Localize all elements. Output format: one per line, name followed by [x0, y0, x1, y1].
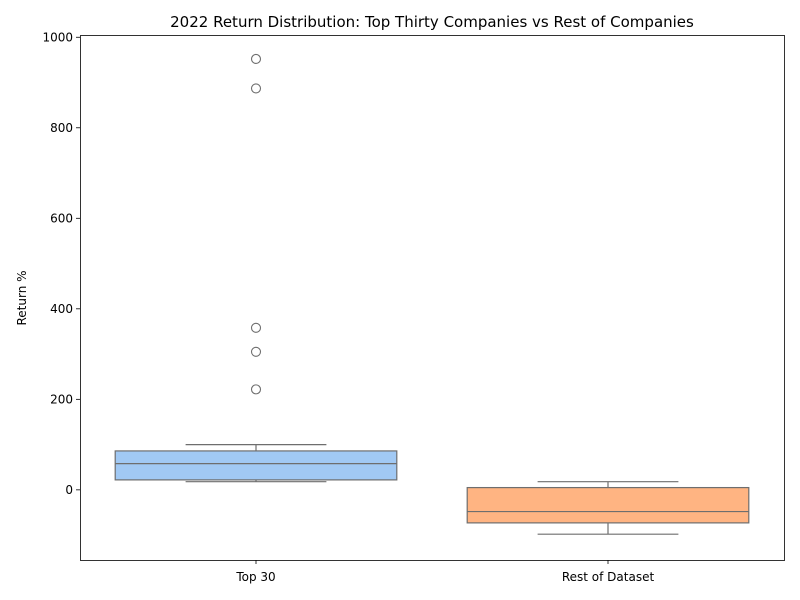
y-axis-label: Return % [15, 270, 29, 325]
iqr-box [466, 486, 750, 524]
plot-area: 0 200 400 600 800 1000 Top 30 Rest of Dataset [42, 30, 750, 584]
outlier-point [250, 53, 262, 65]
y-tick-label: 800 [50, 121, 73, 135]
outlier-point [250, 346, 262, 357]
outlier-point [250, 83, 262, 94]
chart-title: 2022 Return Distribution: Top Thirty Com… [170, 13, 694, 31]
x-tick-label: Rest of Dataset [562, 570, 655, 584]
y-tick-label: 400 [50, 302, 73, 316]
y-tick-label: 200 [50, 392, 73, 406]
y-tick-label: 0 [65, 483, 73, 497]
iqr-box [114, 450, 398, 481]
axes-frame [80, 35, 785, 561]
x-tick-label: Top 30 [235, 570, 275, 584]
y-tick-label: 600 [50, 211, 73, 225]
y-tick-label: 1000 [42, 30, 73, 44]
outlier-point [250, 322, 262, 333]
outlier-point [250, 384, 262, 395]
